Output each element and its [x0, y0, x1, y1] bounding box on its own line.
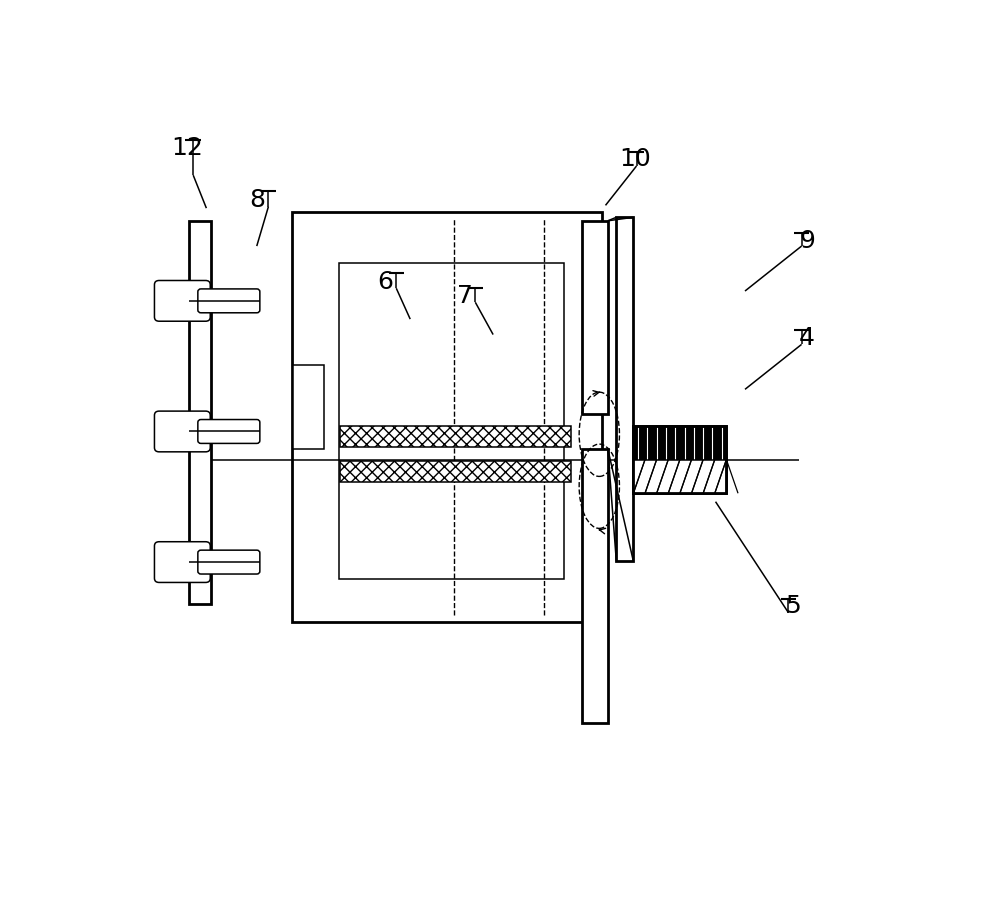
FancyBboxPatch shape	[154, 281, 210, 322]
Bar	[582, 449, 608, 723]
Text: 12: 12	[172, 136, 203, 160]
Bar	[633, 426, 726, 494]
FancyBboxPatch shape	[198, 290, 260, 313]
Bar	[633, 426, 726, 494]
Bar	[582, 221, 608, 415]
Bar	[293, 365, 324, 449]
Text: 4: 4	[799, 325, 815, 349]
Bar	[340, 462, 571, 483]
Text: 7: 7	[457, 283, 473, 307]
Text: 8: 8	[249, 188, 265, 212]
Bar	[292, 212, 602, 623]
Text: 10: 10	[619, 148, 651, 171]
Bar	[340, 426, 571, 447]
Bar	[633, 460, 726, 494]
Bar	[616, 218, 633, 562]
FancyBboxPatch shape	[154, 412, 210, 453]
FancyBboxPatch shape	[198, 550, 260, 575]
Bar	[339, 263, 564, 579]
Text: 9: 9	[799, 229, 815, 252]
FancyBboxPatch shape	[154, 542, 210, 583]
Bar	[189, 221, 211, 604]
FancyBboxPatch shape	[198, 420, 260, 444]
Text: 5: 5	[785, 593, 801, 618]
Text: 6: 6	[377, 270, 393, 293]
